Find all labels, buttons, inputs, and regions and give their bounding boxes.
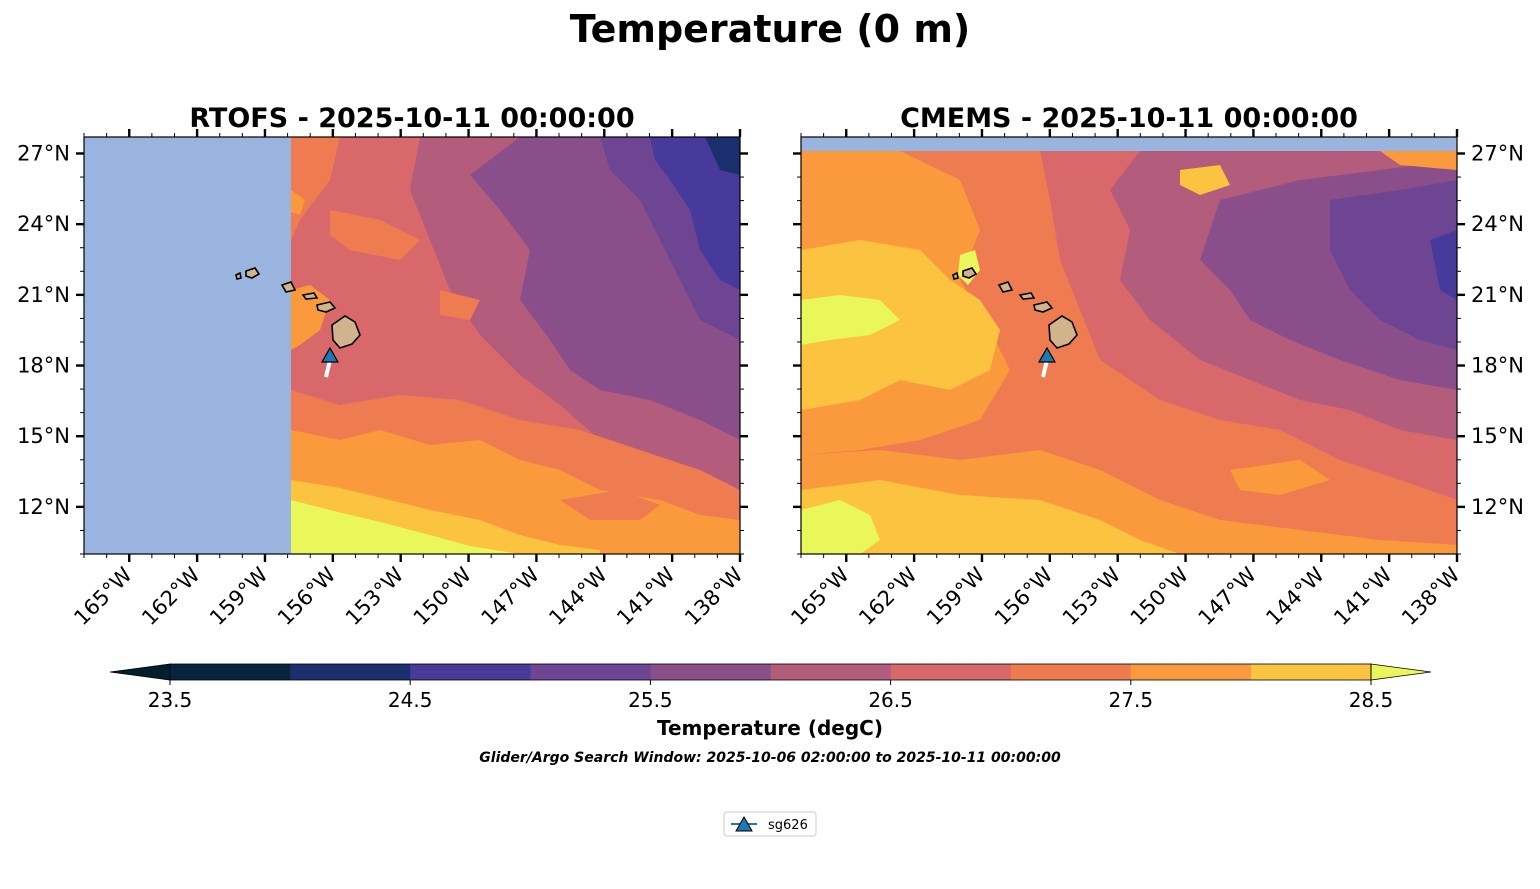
colorbar-swatch bbox=[1250, 664, 1372, 680]
rtofs-map-panel: RTOFS - 2025-10-11 00:00:00 bbox=[17, 103, 748, 630]
colorbar-swatches bbox=[109, 663, 1432, 681]
colorbar: 23.5 24.5 25.5 26.5 27.5 28.5 Temperature (de… bbox=[109, 663, 1432, 740]
search-window-note: Glider/Argo Search Window: 2025-10-06 02… bbox=[479, 750, 1061, 766]
colorbar-under-extension bbox=[109, 663, 171, 681]
colorbar-label: Temperature (degC) bbox=[657, 716, 883, 740]
rtofs-lat-tick-label: 27°N bbox=[17, 141, 70, 165]
cmems-lat-tick-label: 21°N bbox=[1471, 283, 1524, 307]
cmems-lon-tick-label: 159°W bbox=[922, 562, 990, 630]
rtofs-lon-tick-label: 150°W bbox=[409, 562, 477, 630]
colorbar-swatch bbox=[290, 664, 411, 680]
rtofs-lon-tick-label: 153°W bbox=[341, 562, 409, 630]
colorbar-swatch bbox=[650, 664, 771, 680]
cmems-lon-tick-label: 162°W bbox=[854, 562, 922, 630]
colorbar-swatch bbox=[890, 664, 1012, 680]
rtofs-lat-tick-label: 12°N bbox=[17, 495, 70, 519]
colorbar-over-extension bbox=[1370, 663, 1432, 681]
colorbar-swatch bbox=[530, 664, 651, 680]
colorbar-tick-label: 24.5 bbox=[388, 688, 433, 712]
colorbar-frame bbox=[169, 663, 1372, 681]
rtofs-lon-tick-label: 156°W bbox=[273, 562, 341, 630]
cmems-lon-tick-label: 153°W bbox=[1058, 562, 1126, 630]
colorbar-ticks: 23.5 24.5 25.5 26.5 27.5 28.5 bbox=[148, 680, 1394, 712]
cmems-map-panel: CMEMS - 2025-10-11 00:00:00 bbox=[786, 103, 1524, 630]
legend: sg626 bbox=[723, 811, 817, 837]
cmems-temperature-field bbox=[801, 137, 1457, 554]
rtofs-lon-tick-label: 162°W bbox=[137, 562, 205, 630]
colorbar-swatch bbox=[1010, 664, 1132, 680]
rtofs-temperature-field bbox=[84, 137, 740, 554]
cmems-lat-tick-label: 24°N bbox=[1471, 212, 1524, 236]
cmems-no-data-region bbox=[801, 137, 1457, 151]
colorbar-swatch bbox=[770, 664, 892, 680]
rtofs-glider-marker-icon bbox=[320, 346, 340, 363]
colorbar-tick-label: 25.5 bbox=[628, 688, 673, 712]
cmems-lon-tick-label: 141°W bbox=[1329, 562, 1397, 630]
colorbar-swatch bbox=[170, 664, 291, 680]
rtofs-lon-tick-label: 147°W bbox=[477, 562, 545, 630]
cmems-glider-marker-icon bbox=[1037, 346, 1057, 363]
cmems-hawaiian-islands bbox=[952, 267, 1078, 349]
rtofs-panel-title: RTOFS - 2025-10-11 00:00:00 bbox=[189, 103, 634, 134]
cmems-lat-tick-label: 27°N bbox=[1471, 141, 1524, 165]
cmems-lon-tick-label: 156°W bbox=[990, 562, 1058, 630]
rtofs-lon-tick-label: 141°W bbox=[612, 562, 680, 630]
cmems-panel-title: CMEMS - 2025-10-11 00:00:00 bbox=[900, 103, 1358, 134]
rtofs-map-frame bbox=[83, 136, 741, 555]
cmems-lon-tick-label: 138°W bbox=[1397, 562, 1465, 630]
rtofs-lon-tick-label: 138°W bbox=[680, 562, 748, 630]
rtofs-glider-track bbox=[324, 359, 332, 378]
colorbar-swatch bbox=[1130, 664, 1252, 680]
rtofs-lat-tick-label: 24°N bbox=[17, 212, 70, 236]
rtofs-lat-tick-label: 18°N bbox=[17, 354, 70, 378]
cmems-lat-tick-label: 15°N bbox=[1471, 424, 1524, 448]
rtofs-lat-tick-label: 21°N bbox=[17, 283, 70, 307]
legend-triangle-icon bbox=[735, 815, 753, 832]
rtofs-hawaiian-islands bbox=[235, 267, 361, 349]
cmems-lat-tick-label: 18°N bbox=[1471, 354, 1524, 378]
cmems-lon-tick-label: 147°W bbox=[1194, 562, 1262, 630]
rtofs-lon-tick-label: 144°W bbox=[544, 562, 612, 630]
cmems-lon-tick-label: 165°W bbox=[786, 562, 854, 630]
cmems-map-frame bbox=[800, 136, 1458, 555]
colorbar-tick-label: 27.5 bbox=[1109, 688, 1154, 712]
rtofs-lon-tick-label: 159°W bbox=[205, 562, 273, 630]
figure-title: Temperature (0 m) bbox=[570, 7, 971, 51]
rtofs-lon-tick-label: 165°W bbox=[69, 562, 137, 630]
colorbar-tick-label: 26.5 bbox=[868, 688, 913, 712]
colorbar-swatch bbox=[410, 664, 531, 680]
cmems-lon-tick-label: 150°W bbox=[1126, 562, 1194, 630]
rtofs-lat-tick-label: 15°N bbox=[17, 424, 70, 448]
cmems-lat-tick-label: 12°N bbox=[1471, 495, 1524, 519]
colorbar-tick-label: 28.5 bbox=[1349, 688, 1394, 712]
legend-label-sg626: sg626 bbox=[768, 818, 808, 833]
cmems-lon-tick-label: 144°W bbox=[1261, 562, 1329, 630]
cmems-glider-track bbox=[1041, 359, 1049, 378]
colorbar-tick-label: 23.5 bbox=[148, 688, 193, 712]
